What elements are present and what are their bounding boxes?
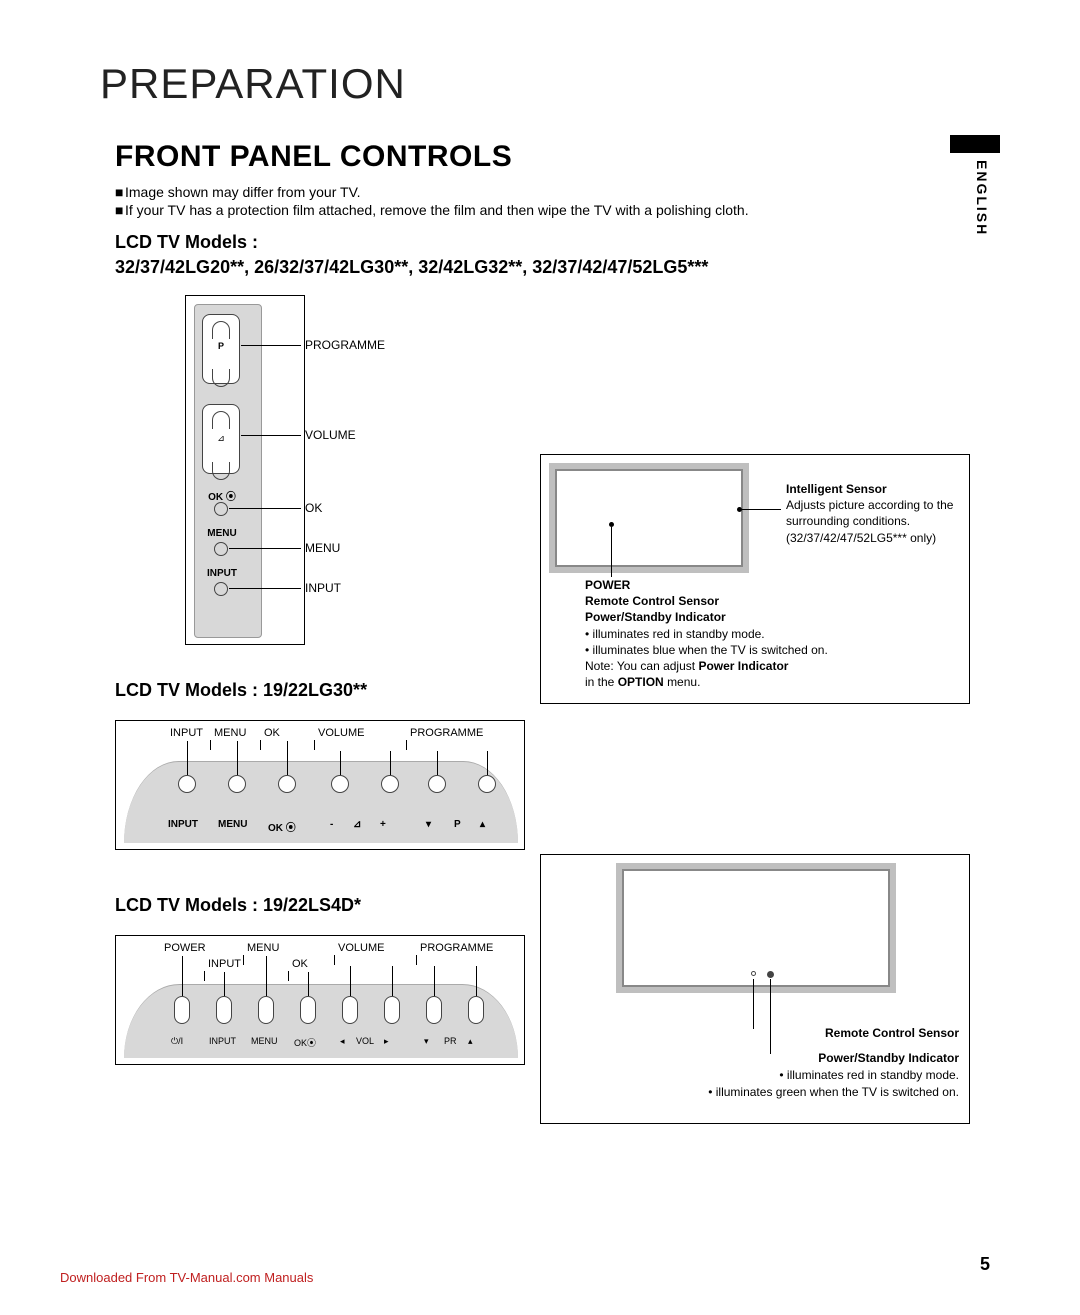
- diagram-vertical-panel: P ⊿ OK ⦿ MENU INPUT PROGRAMME VOLUME OK …: [185, 295, 485, 645]
- page-title: PREPARATION: [100, 60, 406, 108]
- footer-download-link[interactable]: Downloaded From TV-Manual.com Manuals: [60, 1270, 313, 1285]
- diagram-horizontal-panel-2: POWER MENU VOLUME PROGRAMME INPUT OK ⏻/I…: [115, 935, 525, 1065]
- standby-title-2: Power/Standby Indicator: [818, 1051, 959, 1065]
- standby-title: Power/Standby Indicator: [585, 610, 726, 624]
- standby-bullet-1: illuminates red in standby mode.: [593, 627, 765, 641]
- label-ok: OK: [305, 501, 322, 515]
- diagram-horizontal-panel-1: INPUT MENU OK VOLUME PROGRAMME INPUT MEN…: [115, 720, 525, 850]
- notes-block: ■Image shown may differ from your TV. ■I…: [115, 183, 749, 219]
- page-number: 5: [980, 1254, 990, 1275]
- infobox-sensor-2: Remote Control Sensor Power/Standby Indi…: [540, 854, 970, 1124]
- language-tab: ENGLISH: [974, 160, 990, 236]
- models-heading-2: LCD TV Models : 19/22LG30**: [115, 680, 367, 701]
- intelligent-sensor-models: (32/37/42/47/52LG5*** only): [786, 531, 936, 545]
- models-heading-1: LCD TV Models : 32/37/42LG20**, 26/32/37…: [115, 230, 845, 280]
- note-2: If your TV has a protection film attache…: [125, 202, 749, 218]
- label-volume: VOLUME: [305, 428, 356, 442]
- label-programme: PROGRAMME: [305, 338, 385, 352]
- remote-label: Remote Control Sensor: [585, 594, 719, 608]
- power-label: POWER: [585, 578, 630, 592]
- note-1: Image shown may differ from your TV.: [125, 184, 361, 200]
- label-menu: MENU: [305, 541, 340, 555]
- standby2-bullet-1: illuminates red in standby mode.: [787, 1068, 959, 1082]
- language-marker-block: [950, 135, 1000, 153]
- standby2-bullet-2: illuminates green when the TV is switche…: [716, 1085, 959, 1099]
- intelligent-sensor-desc: Adjusts picture according to the surroun…: [786, 498, 953, 528]
- standby-bullet-2: illuminates blue when the TV is switched…: [593, 643, 828, 657]
- label-input: INPUT: [305, 581, 341, 595]
- models-heading-3: LCD TV Models : 19/22LS4D*: [115, 895, 361, 916]
- infobox-sensor-1: Intelligent Sensor Adjusts picture accor…: [540, 454, 970, 704]
- intelligent-sensor-title: Intelligent Sensor: [786, 482, 887, 496]
- section-title: FRONT PANEL CONTROLS: [115, 140, 512, 174]
- remote-label-2: Remote Control Sensor: [825, 1026, 959, 1040]
